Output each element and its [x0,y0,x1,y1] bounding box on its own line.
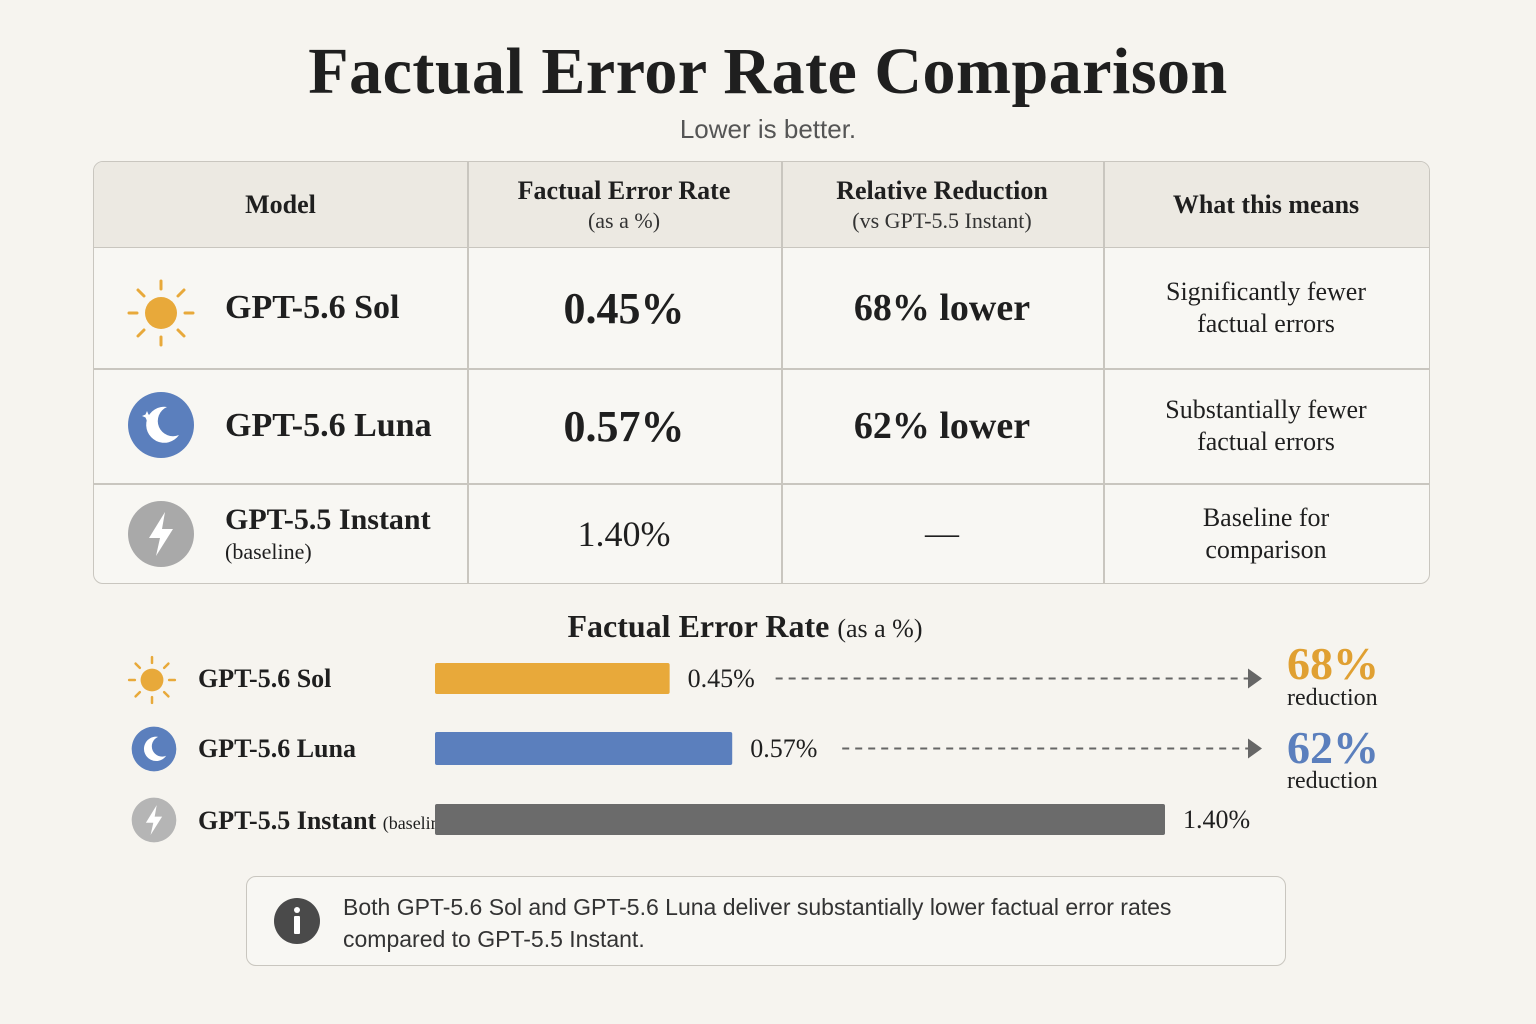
reduction-percent: 68% [1287,638,1379,689]
means-line: factual errors [1197,427,1335,456]
chart-title: Factual Error Rate (as a %) [0,608,1490,645]
header-model: Model [94,162,467,247]
info-note-line: Both GPT-5.6 Sol and GPT-5.6 Luna delive… [343,894,1172,920]
header-reduction-label: Relative Reduction [836,175,1048,205]
header-reduction: Relative Reduction (vs GPT-5.5 Instant) [781,162,1103,247]
means-line: Significantly fewer [1166,277,1366,306]
lightning-icon [128,501,194,567]
bar-gpt-5-6-sol [435,663,670,694]
header-model-label: Model [245,189,316,219]
info-icon [274,898,320,944]
category-name: GPT-5.6 Luna [198,734,356,763]
info-note-line: compared to GPT-5.5 Instant. [343,926,645,952]
table-header [94,162,1429,248]
table-row-instant-reduction: — [781,484,1103,583]
chart-title-main: Factual Error Rate [567,608,830,644]
reduction-arrow-head [1248,668,1262,689]
table-row-sol-model: GPT-5.6 Sol [225,248,465,368]
model-name: GPT-5.5 Instant [225,502,431,536]
chart-title-unit: (as a %) [837,614,923,643]
rate-value: 0.57% [563,401,685,451]
table-row-instant-model: GPT-5.5 Instant (baseline) [225,484,465,583]
table-row-instant-means: Baseline for comparison [1103,484,1429,583]
reduction-value: 62% lower [853,405,1031,447]
header-rate: Factual Error Rate (as a %) [467,162,781,247]
table-row-instant-rate: 1.40% [467,484,781,583]
lightning-icon [131,797,177,843]
model-name: GPT-5.6 Sol [225,289,400,326]
comparison-table: Model Factual Error Rate (as a %) Relati… [93,161,1430,584]
moon-icon [128,392,194,458]
header-means-label: What this means [1172,189,1360,219]
bar-gpt-5-5-instant [435,804,1165,835]
moon-icon [131,726,177,772]
reduction-arrow-head [1248,738,1262,759]
reduction-word: reduction [1287,685,1378,711]
row-divider [94,483,1429,485]
column-divider [781,162,783,583]
table-row-sol-rate: 0.45% [467,248,781,368]
reduction-percent: 62% [1287,722,1379,773]
means-line: Substantially fewer [1165,395,1367,424]
header-reduction-sub: (vs GPT-5.5 Instant) [852,207,1032,233]
column-divider [1103,162,1105,583]
page-subtitle: Lower is better. [679,114,857,144]
rate-value: 0.45% [563,283,685,333]
model-name: GPT-5.6 Luna [225,407,432,444]
chart-category-label: GPT-5.6 Luna [198,734,356,764]
column-divider [467,162,469,583]
header-means: What this means [1103,162,1429,247]
table-row-luna-rate: 0.57% [467,369,781,483]
reduction-value: — [925,514,959,552]
info-note-text: Both GPT-5.6 Sol and GPT-5.6 Luna delive… [343,891,1243,955]
header-rate-sub: (as a %) [587,207,661,233]
reduction-value: 68% lower [853,287,1031,329]
chart-category-label: GPT-5.5 Instant (baseline) [198,806,454,836]
bar-value-label: 0.57% [750,733,818,763]
sun-icon [127,279,195,347]
table-row-luna-model: GPT-5.6 Luna [225,369,465,483]
table-row-luna-reduction: 62% lower [781,369,1103,483]
table-row-luna-means: Substantially fewer factual errors [1103,369,1429,483]
row-divider [94,368,1429,370]
table-row-sol-reduction: 68% lower [781,248,1103,368]
model-sub: (baseline) [225,538,312,564]
chart-category-label: GPT-5.6 Sol [198,664,331,694]
bar-gpt-5-6-luna [435,732,733,765]
header-rate-label: Factual Error Rate [517,175,731,205]
page-title: Factual Error Rate Comparison [308,35,1228,108]
table-row-sol-means: Significantly fewer factual errors [1103,248,1429,368]
category-name: GPT-5.5 Instant [198,806,377,835]
reduction-word: reduction [1287,768,1378,794]
means-line: factual errors [1197,309,1335,338]
bar-value-label: 0.45% [687,663,755,693]
info-note: Both GPT-5.6 Sol and GPT-5.6 Luna delive… [246,876,1286,966]
sun-icon [127,655,177,705]
means-line: Baseline for [1202,502,1330,532]
rate-value: 1.40% [577,513,671,554]
bar-value-label: 1.40% [1183,804,1251,834]
means-line: comparison [1205,534,1327,564]
category-name: GPT-5.6 Sol [198,664,332,693]
